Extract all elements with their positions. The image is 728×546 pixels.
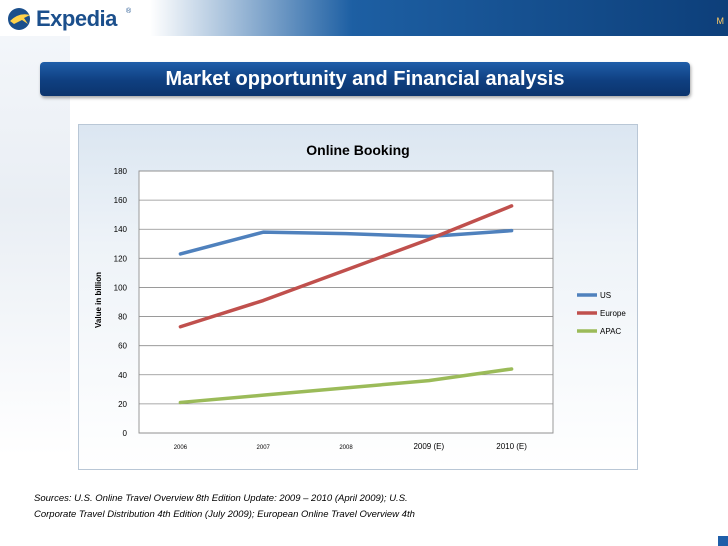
y-tick-label: 120 <box>114 254 128 263</box>
logo-wordmark: Expedia <box>36 6 117 31</box>
y-tick-label: 160 <box>114 196 128 205</box>
header-bar: Expedia ® M <box>0 0 728 36</box>
y-tick-label: 100 <box>114 283 128 292</box>
y-tick-label: 20 <box>118 400 127 409</box>
line-chart: Online Booking Value in billion 0 20 40 60 8… <box>94 142 626 451</box>
plot-background <box>138 170 554 434</box>
title-banner: Market opportunity and Financial analysi… <box>40 62 690 96</box>
sources-footnote: Sources: U.S. Online Travel Overview 8th… <box>34 491 694 523</box>
y-tick-label: 80 <box>118 313 127 322</box>
grid-lines <box>139 170 553 434</box>
footnote-line-1: Sources: U.S. Online Travel Overview 8th… <box>34 493 408 504</box>
x-axis-ticks: 2006 2007 2008 2009 (E) 2010 (E) <box>174 442 528 451</box>
header-band <box>150 0 728 36</box>
y-axis-label: Value in billion <box>94 272 103 328</box>
y-tick-label: 140 <box>114 225 128 234</box>
left-decoration <box>0 36 70 456</box>
x-tick-label: 2010 (E) <box>496 442 527 451</box>
corner-accent <box>718 536 728 546</box>
chart-title: Online Booking <box>306 142 409 158</box>
y-tick-label: 180 <box>114 167 128 176</box>
y-tick-label: 60 <box>118 342 127 351</box>
x-tick-label: 2008 <box>339 445 353 451</box>
plot-area <box>138 170 554 434</box>
legend: US Europe APAC <box>577 291 626 336</box>
legend-label-apac: APAC <box>600 327 621 336</box>
globe-plane-icon <box>8 8 30 30</box>
series-lines <box>178 204 514 405</box>
slide-title: Market opportunity and Financial analysi… <box>165 68 565 90</box>
expedia-logo: Expedia ® <box>6 6 136 32</box>
footnote-line-2: Corporate Travel Distribution 4th Editio… <box>34 509 415 520</box>
legend-label-europe: Europe <box>600 309 626 318</box>
header-corner-text: M <box>716 16 725 26</box>
y-tick-label: 40 <box>118 371 127 380</box>
logo-trademark: ® <box>126 8 132 15</box>
x-tick-label: 2006 <box>174 445 188 451</box>
chart-container: Online Booking Value in billion 0 20 40 60 8… <box>78 124 638 470</box>
y-tick-label: 0 <box>123 429 128 438</box>
x-tick-label: 2009 (E) <box>413 442 444 451</box>
x-tick-label: 2007 <box>257 445 271 451</box>
y-axis-ticks: 0 20 40 60 80 100 120 140 160 180 <box>114 167 128 438</box>
legend-label-us: US <box>600 291 611 300</box>
